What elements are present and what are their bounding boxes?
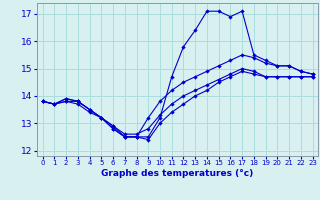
X-axis label: Graphe des temperatures (°c): Graphe des temperatures (°c)	[101, 169, 254, 178]
